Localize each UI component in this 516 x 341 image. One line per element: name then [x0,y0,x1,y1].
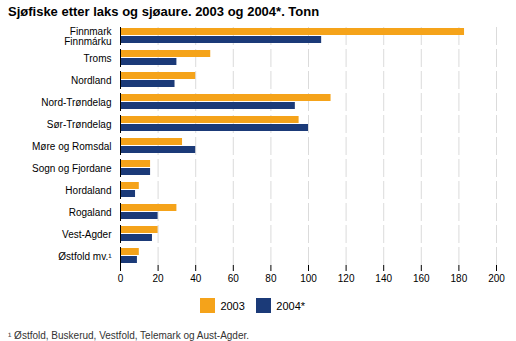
svg-text:Sør-Trøndelag: Sør-Trøndelag [47,119,112,130]
svg-text:200: 200 [488,273,505,284]
svg-text:FinnmarkFinnmárku: FinnmarkFinnmárku [64,26,112,47]
html-text:¹ Østfold, Buskerud, Vestfold,: ¹ Østfold, Buskerud, Vestfold, Telemark … [8,329,250,341]
html-text:2004*: 2004* [276,299,306,312]
svg-text:Vest-Agder: Vest-Agder [62,229,112,240]
svg-text:160: 160 [413,273,430,284]
svg-text:Sogn og Fjordane: Sogn og Fjordane [32,163,112,174]
svg-text:Nordland: Nordland [71,75,112,86]
svg-text:120: 120 [338,273,355,284]
svg-text:80: 80 [265,273,277,284]
svg-text:20: 20 [153,273,165,284]
svg-text:60: 60 [228,273,240,284]
svg-text:140: 140 [375,273,392,284]
svg-text:180: 180 [451,273,468,284]
html-text:2003: 2003 [220,299,245,312]
svg-text:100: 100 [300,273,317,284]
svg-text:Nord-Trøndelag: Nord-Trøndelag [41,97,111,108]
svg-text:40: 40 [190,273,202,284]
svg-text:Troms: Troms [84,53,112,64]
svg-text:Møre og Romsdal: Møre og Romsdal [32,141,111,152]
svg-text:0: 0 [118,273,124,284]
svg-text:Østfold mv.¹: Østfold mv.¹ [58,251,112,262]
svg-text:Hordaland: Hordaland [65,185,111,196]
html-text:Sjøfiske etter laks og sjøaure: Sjøfiske etter laks og sjøaure. 2003 og … [8,4,320,19]
svg-text:Rogaland: Rogaland [69,207,112,218]
